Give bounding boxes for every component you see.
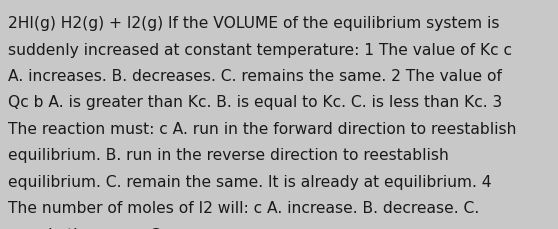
Text: The reaction must: c A. run in the forward direction to reestablish: The reaction must: c A. run in the forwa…: [8, 121, 517, 136]
Text: A. increases. B. decreases. C. remains the same. 2 The value of: A. increases. B. decreases. C. remains t…: [8, 69, 502, 84]
Text: equilibrium. B. run in the reverse direction to reestablish: equilibrium. B. run in the reverse direc…: [8, 148, 449, 163]
Text: The number of moles of I2 will: c A. increase. B. decrease. C.: The number of moles of I2 will: c A. inc…: [8, 200, 480, 215]
Text: 2HI(g) H2(g) + I2(g) If the VOLUME of the equilibrium system is: 2HI(g) H2(g) + I2(g) If the VOLUME of th…: [8, 16, 500, 31]
Text: equilibrium. C. remain the same. It is already at equilibrium. 4: equilibrium. C. remain the same. It is a…: [8, 174, 492, 189]
Text: suddenly increased at constant temperature: 1 The value of Kc c: suddenly increased at constant temperatu…: [8, 42, 512, 57]
Text: Qc b A. is greater than Kc. B. is equal to Kc. C. is less than Kc. 3: Qc b A. is greater than Kc. B. is equal …: [8, 95, 503, 110]
Text: remain the same. C: remain the same. C: [8, 227, 161, 229]
